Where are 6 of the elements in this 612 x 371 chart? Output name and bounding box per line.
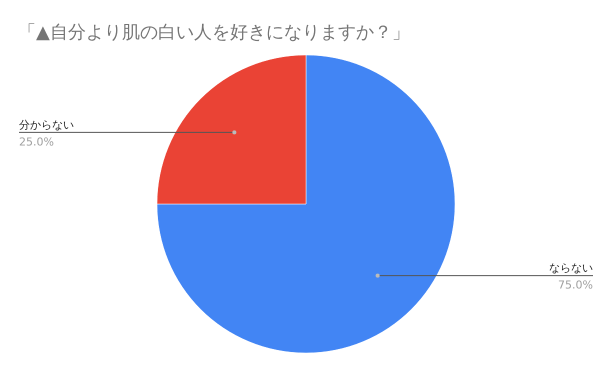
slice-label: 分からない <box>19 118 74 132</box>
slice-label: ならない <box>549 262 593 275</box>
pie-slice <box>156 54 456 354</box>
data-label: 25.0% <box>19 135 54 148</box>
data-label: 75.0% <box>558 278 593 292</box>
chart-title: 「▲自分より肌の白い人を好きになりますか？」 <box>18 22 410 43</box>
